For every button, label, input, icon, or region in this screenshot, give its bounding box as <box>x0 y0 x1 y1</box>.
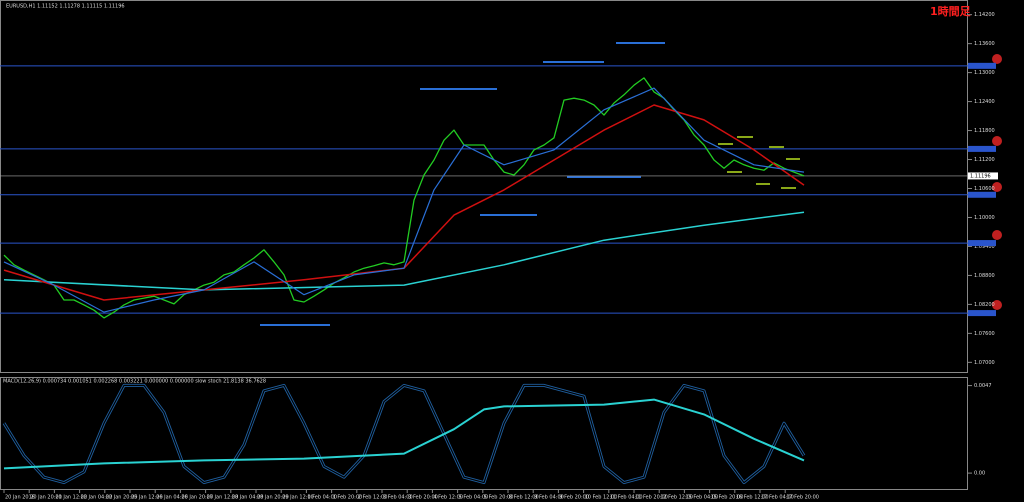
y-tick-label: 0.00 <box>974 471 985 477</box>
plot-bg <box>0 0 968 490</box>
x-tick-label: 8 Feb 12:00 <box>509 495 539 501</box>
x-tick-label: 5 Feb 20:00 <box>484 495 514 501</box>
level-marker <box>968 191 996 198</box>
x-tick-label: 28 Jan 20:00 <box>257 495 289 501</box>
badge <box>992 136 1002 146</box>
x-tick-label: 26 Jan 20:00 <box>181 495 213 501</box>
x-tick-label: 11 Feb 20:00 <box>635 495 668 501</box>
y-tick-label: 1.12400 <box>974 99 995 105</box>
y-tick-label: 1.10600 <box>974 186 995 192</box>
x-tick-label: 28 Jan 04:00 <box>232 495 264 501</box>
trend-segments <box>260 42 665 326</box>
x-tick-label: 12 Feb 12:00 <box>660 495 693 501</box>
x-tick-label: 20 Jan 20:00 <box>30 495 62 501</box>
x-tick-label: 3 Feb 20:00 <box>408 495 438 501</box>
y-tick-label: 1.10000 <box>974 215 995 221</box>
x-tick-label: 27 Jan 12:00 <box>207 495 239 501</box>
x-tick-label: 17 Feb 04:00 <box>761 495 794 501</box>
macd-line <box>3 398 805 470</box>
y-tick-label: 1.08200 <box>974 302 995 308</box>
x-tick-label: 16 Feb 12:00 <box>736 495 769 501</box>
level-marker <box>968 240 996 247</box>
x-tick-label: 9 Feb 20:00 <box>559 495 589 501</box>
x-tick-label: 22 Jan 04:00 <box>81 495 113 501</box>
x-tick-label: 15 Feb 20:00 <box>711 495 744 501</box>
symbol-info: EURUSD,H1 1.11152 1.11278 1.11115 1.1119… <box>6 4 125 10</box>
current-price-label: 1.11196 <box>970 173 991 179</box>
badge <box>992 54 1002 64</box>
x-tick-label: 22 Jan 20:00 <box>106 495 138 501</box>
level-marker <box>968 62 996 69</box>
x-tick-label: 2 Feb 12:00 <box>358 495 388 501</box>
y-tick-label: 1.14200 <box>974 12 995 18</box>
x-tick-label: 11 Feb 04:00 <box>610 495 643 501</box>
y-tick-label: 1.13600 <box>974 41 995 47</box>
y-tick-label: 1.08800 <box>974 273 995 279</box>
level-badges <box>992 54 1002 310</box>
x-tick-label: 17 Feb 20:00 <box>786 495 819 501</box>
y-tick-label: 1.09400 <box>974 244 995 250</box>
current-price-box <box>968 172 998 180</box>
badge <box>992 300 1002 310</box>
y-tick-label: 1.11800 <box>974 128 995 134</box>
y-tick-label: 1.07600 <box>974 331 995 337</box>
x-tick-label: 10 Feb 12:00 <box>585 495 618 501</box>
x-tick-label: 26 Jan 04:00 <box>156 495 188 501</box>
level-marker <box>968 145 996 152</box>
y-tick-label: 1.11200 <box>974 157 995 163</box>
indicator-frame <box>0 377 968 490</box>
x-tick-label: 5 Feb 04:00 <box>459 495 489 501</box>
x-tick-label: 20 Jan 2016 <box>5 495 35 501</box>
y-tick-label: 1.07000 <box>974 360 995 366</box>
short-marks <box>718 136 800 189</box>
price-frame <box>0 0 968 373</box>
ma-fast <box>3 87 805 313</box>
timeframe-tag: 1時間足 <box>930 4 972 18</box>
x-tick-label: 3 Feb 04:00 <box>383 495 413 501</box>
x-tick-label: 29 Jan 12:00 <box>282 495 314 501</box>
x-tick-label: 1 Feb 04:00 <box>307 495 337 501</box>
y-tick-label: 1.13000 <box>974 70 995 76</box>
x-tick-label: 9 Feb 04:00 <box>534 495 564 501</box>
x-tick-label: 1 Feb 20:00 <box>333 495 363 501</box>
indicator-header: MACD(12,26,9) 0.000734 0.001051 0.002268… <box>3 379 266 385</box>
y-tick-label: 0.0047 <box>974 383 992 389</box>
x-tick-label: 25 Jan 12:00 <box>131 495 163 501</box>
x-tick-label: 21 Jan 12:00 <box>55 495 87 501</box>
stoch-inner <box>3 384 805 484</box>
x-tick-label: 4 Feb 12:00 <box>433 495 463 501</box>
badge <box>992 230 1002 240</box>
x-tick-label: 15 Feb 04:00 <box>685 495 718 501</box>
level-marker <box>968 310 996 317</box>
badge <box>992 182 1002 192</box>
